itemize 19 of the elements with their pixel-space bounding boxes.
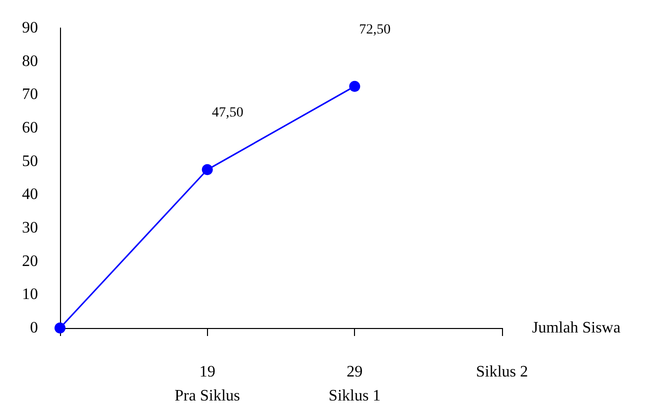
x-tick-label: Siklus 2	[476, 364, 528, 380]
x-tick-label: 29 Siklus 1	[328, 364, 381, 404]
y-tick-label: 10	[22, 286, 38, 304]
y-tick-label: 0	[30, 320, 38, 336]
y-tick-label: 70	[22, 86, 38, 104]
y-tick-label: 40	[22, 186, 38, 204]
point	[54, 322, 66, 334]
x-axis-title: Jumlah Siswa	[532, 320, 620, 336]
y-tick-label: 80	[22, 52, 38, 70]
y-tick-label: 50	[22, 152, 38, 170]
y-tick-label: 20	[22, 252, 38, 270]
y-tick-label: 90	[22, 20, 38, 36]
data-label: 72,50	[359, 22, 391, 38]
y-tick-label: 30	[22, 220, 38, 236]
data-label: 47,50	[212, 106, 244, 121]
x-tick-label: 19 Pra Siklus	[174, 364, 240, 404]
y-tick-label: 60	[22, 120, 38, 136]
point	[349, 80, 360, 92]
point	[202, 164, 213, 176]
